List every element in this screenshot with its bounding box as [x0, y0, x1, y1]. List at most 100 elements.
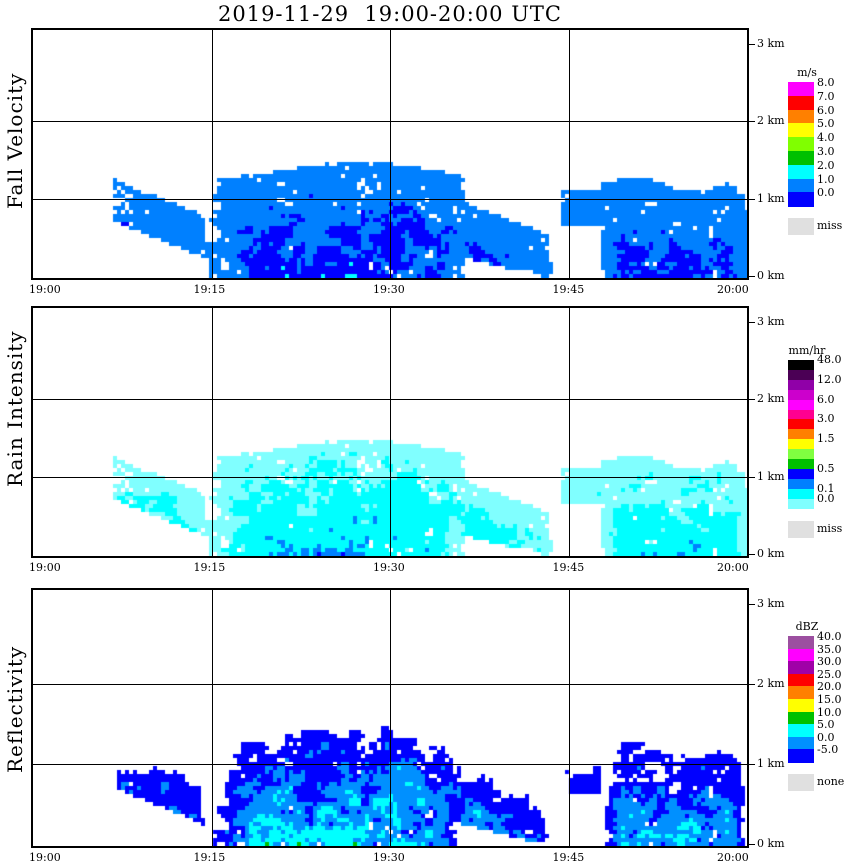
colorbar-swatch-fall-velocity-4: [788, 137, 814, 152]
colorbar-tick-reflectivity-8: 0.0: [817, 730, 835, 744]
colorbar-tick-fall-velocity-8: 0.0: [817, 186, 835, 200]
x-axis-tick-1900: 19:00: [29, 561, 61, 574]
gridline-vertical: [212, 590, 213, 846]
colorbar-tick-reflectivity-7: 5.0: [817, 718, 835, 732]
y-axis-tick-mark: [749, 764, 755, 765]
panel-fall-velocity-plot[interactable]: [31, 28, 749, 280]
gridline-vertical: [569, 308, 570, 556]
gridline-vertical: [212, 30, 213, 278]
colorbar-swatch-reflectivity-3: [788, 673, 814, 687]
x-axis-tick-1915: 19:15: [193, 283, 226, 296]
colorbar-tick-reflectivity-3: 25.0: [817, 667, 842, 681]
x-axis-tick-2000: 20:00: [717, 283, 749, 296]
colorbar-swatch-fall-velocity-1: [788, 95, 814, 111]
panel-reflectivity-label: Reflectivity: [3, 645, 27, 773]
x-axis-tick-1900: 19:00: [29, 851, 61, 864]
colorbar-tick-reflectivity-6: 10.0: [817, 705, 842, 719]
y-axis-tick-mark: [749, 477, 755, 478]
colorbar-tick-rain-intensity-4: 1.5: [817, 432, 835, 446]
gridline-vertical: [212, 308, 213, 556]
colorbar-tick-rain-intensity-0: 48.0: [817, 353, 842, 366]
colorbar-swatch-rain-intensity-2: [788, 379, 814, 391]
panel-fall-velocity: Fall Velocity: [0, 0, 850, 300]
colorbar-swatch-reflectivity-8: [788, 736, 814, 750]
colorbar-tick-fall-velocity-6: 2.0: [817, 158, 835, 172]
colorbar-tick-rain-intensity-2: 6.0: [817, 392, 835, 406]
colorbar-swatch-rain-intensity-7: [788, 429, 814, 440]
y-axis-tick-0km: 0 km: [757, 837, 785, 851]
colorbar-swatch-rain-intensity-5: [788, 409, 814, 420]
colorbar-swatch-rain-intensity-9: [788, 449, 814, 460]
colorbar-swatch-rain-intensity-11: [788, 468, 814, 480]
colorbar-swatch-rain-intensity-1: [788, 369, 814, 381]
y-axis-tick-mark: [749, 322, 755, 323]
x-axis-tick-1915: 19:15: [193, 561, 226, 574]
colorbar-tick-reflectivity-5: 15.0: [817, 693, 842, 706]
panel-rain-intensity: Rain Intensity: [0, 0, 850, 558]
y-axis-tick-1km: 1 km: [757, 191, 785, 205]
x-axis-tick-1930: 19:30: [373, 561, 405, 574]
colorbar-swatch-rain-intensity-0: [788, 360, 814, 371]
colorbar-swatch-reflectivity-2: [788, 661, 814, 675]
y-axis-tick-mark: [749, 199, 755, 200]
y-axis-tick-0km: 0 km: [757, 547, 785, 561]
colorbar-unit-reflectivity: dBZ: [795, 620, 819, 633]
y-axis-tick-mark: [749, 844, 755, 845]
colorbar-tick-fall-velocity-5: 3.0: [817, 145, 835, 158]
gridline-vertical: [390, 30, 391, 278]
colorbar-missing-label-fall-velocity: miss: [817, 219, 843, 233]
x-axis-tick-1915: 19:15: [193, 851, 226, 864]
x-axis-tick-1945: 19:45: [552, 561, 585, 574]
y-axis-tick-3km: 3 km: [757, 597, 785, 611]
colorbar-tick-reflectivity-1: 35.0: [817, 642, 842, 656]
colorbar-swatch-fall-velocity-2: [788, 109, 814, 124]
colorbar-swatch-rain-intensity-3: [788, 389, 814, 401]
colorbar-swatch-reflectivity-6: [788, 711, 814, 725]
y-axis-tick-1km: 1 km: [757, 469, 785, 483]
colorbar-tick-reflectivity-0: 40.0: [817, 630, 842, 643]
page-title: 2019-11-29 19:00-20:00 UTC: [217, 2, 562, 26]
colorbar-tick-fall-velocity-2: 6.0: [817, 103, 835, 117]
colorbar-swatch-rain-intensity-12: [788, 478, 814, 490]
colorbar-swatch-fall-velocity-5: [788, 151, 814, 166]
colorbar-swatch-rain-intensity-14: [788, 498, 814, 510]
colorbar-swatch-fall-velocity-3: [788, 123, 814, 138]
x-axis-tick-1900: 19:00: [29, 283, 61, 296]
y-axis-tick-1km: 1 km: [757, 757, 785, 771]
colorbar-tick-rain-intensity-5: 0.5: [817, 461, 835, 475]
colorbar-missing-swatch-reflectivity: [788, 774, 814, 791]
x-axis-tick-1945: 19:45: [552, 283, 585, 296]
colorbar-tick-fall-velocity-4: 4.0: [817, 131, 835, 145]
colorbar-tick-fall-velocity-3: 5.0: [817, 117, 835, 131]
colorbar-tick-rain-intensity-3: 3.0: [817, 412, 835, 426]
y-axis-tick-mark: [749, 276, 755, 277]
y-axis-tick-mark: [749, 399, 755, 400]
colorbar-swatch-reflectivity-5: [788, 699, 814, 713]
colorbar-tick-reflectivity-9: -5.0: [817, 743, 839, 757]
y-axis-tick-0km: 0 km: [757, 269, 785, 283]
colorbar-swatch-reflectivity-7: [788, 724, 814, 738]
colorbar-tick-rain-intensity-7: 0.0: [817, 491, 835, 505]
colorbar-swatch-fall-velocity-0: [788, 82, 814, 97]
colorbar-tick-fall-velocity-1: 7.0: [817, 89, 835, 103]
panel-reflectivity-plot[interactable]: [31, 588, 749, 848]
x-axis-tick-1930: 19:30: [373, 283, 405, 296]
x-axis-tick-1945: 19:45: [552, 851, 585, 864]
colorbar-swatch-rain-intensity-8: [788, 439, 814, 450]
panel-rain-intensity-plot[interactable]: [31, 306, 749, 558]
colorbar-missing-swatch-fall-velocity: [788, 218, 814, 236]
colorbar-swatch-fall-velocity-6: [788, 164, 814, 180]
colorbar-swatch-reflectivity-0: [788, 636, 814, 650]
colorbar-missing-label-reflectivity: none: [817, 775, 845, 788]
colorbar-swatch-rain-intensity-13: [788, 488, 814, 500]
colorbar-swatch-fall-velocity-8: [788, 192, 814, 207]
gridline-vertical: [390, 590, 391, 846]
colorbar-tick-reflectivity-2: 30.0: [817, 655, 842, 669]
gridline-vertical: [569, 30, 570, 278]
colorbar-unit-rain-intensity: mm/hr: [788, 344, 826, 357]
colorbar-tick-fall-velocity-7: 1.0: [817, 172, 835, 186]
colorbar-swatch-reflectivity-1: [788, 648, 814, 662]
x-axis-tick-1930: 19:30: [373, 851, 405, 864]
colorbar-swatch-reflectivity-9: [788, 749, 814, 763]
panel-reflectivity: Reflectivity: [0, 0, 850, 848]
